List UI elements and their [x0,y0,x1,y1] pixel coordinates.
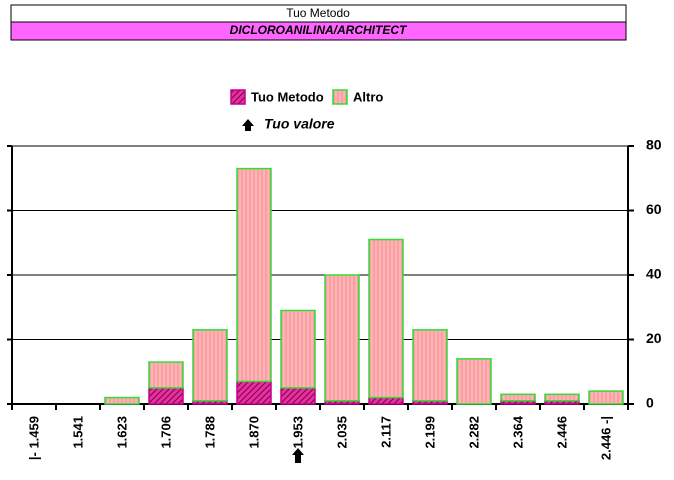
y-tick-label: 60 [646,201,662,217]
subtitle-box [10,21,627,41]
x-tick-label: 1.953 [290,416,305,449]
legend-label: Altro [353,89,383,104]
subtitle: DICLOROANILINA/ARCHITECT [230,23,408,37]
y-tick-label: 0 [646,395,654,411]
annotation-arrow [242,119,254,131]
annotation: Tuo valore [264,116,335,132]
legend-swatch [230,89,246,105]
x-tick-label: 2.446 [554,416,569,449]
x-tick-label: 1.541 [70,416,85,449]
bar-segment [148,361,184,389]
y-tick-label: 20 [646,330,662,346]
x-tick-label: 1.623 [114,416,129,449]
y-tick-label: 80 [646,137,662,153]
bar-segment [104,396,140,405]
legend-swatch [332,89,348,105]
legend-label: Tuo Metodo [251,89,324,104]
x-tick-label: 1.870 [246,416,261,449]
bar-segment [544,393,580,402]
bar-segment [500,393,536,402]
bar-segment [192,329,228,402]
x-tick-label: 2.117 [378,416,393,448]
bar-segment [588,390,624,405]
bar-segment [148,387,184,405]
x-tick-label: 2.282 [466,416,481,449]
bar-segment [280,387,316,405]
bar-segment [236,380,272,405]
x-tick-label: 2.364 [510,415,525,448]
bar-segment [280,309,316,389]
bar-segment [368,396,404,405]
x-tick-label: |- 1.459 [26,416,41,460]
bar-segment [412,329,448,402]
x-tick-label: 2.199 [422,416,437,449]
header-title: Tuo Metodo [286,6,350,20]
x-tick-label: 1.788 [202,416,217,449]
bar-segment [368,238,404,399]
x-tick-label: 2.035 [334,416,349,449]
bar-segment [456,358,492,405]
y-tick-label: 40 [646,266,662,282]
bar-segment [324,274,360,402]
x-tick-label: 1.706 [158,416,173,449]
value-arrow [292,448,304,463]
bar-segment [236,167,272,383]
x-tick-label: 2.446 -| [598,416,613,460]
